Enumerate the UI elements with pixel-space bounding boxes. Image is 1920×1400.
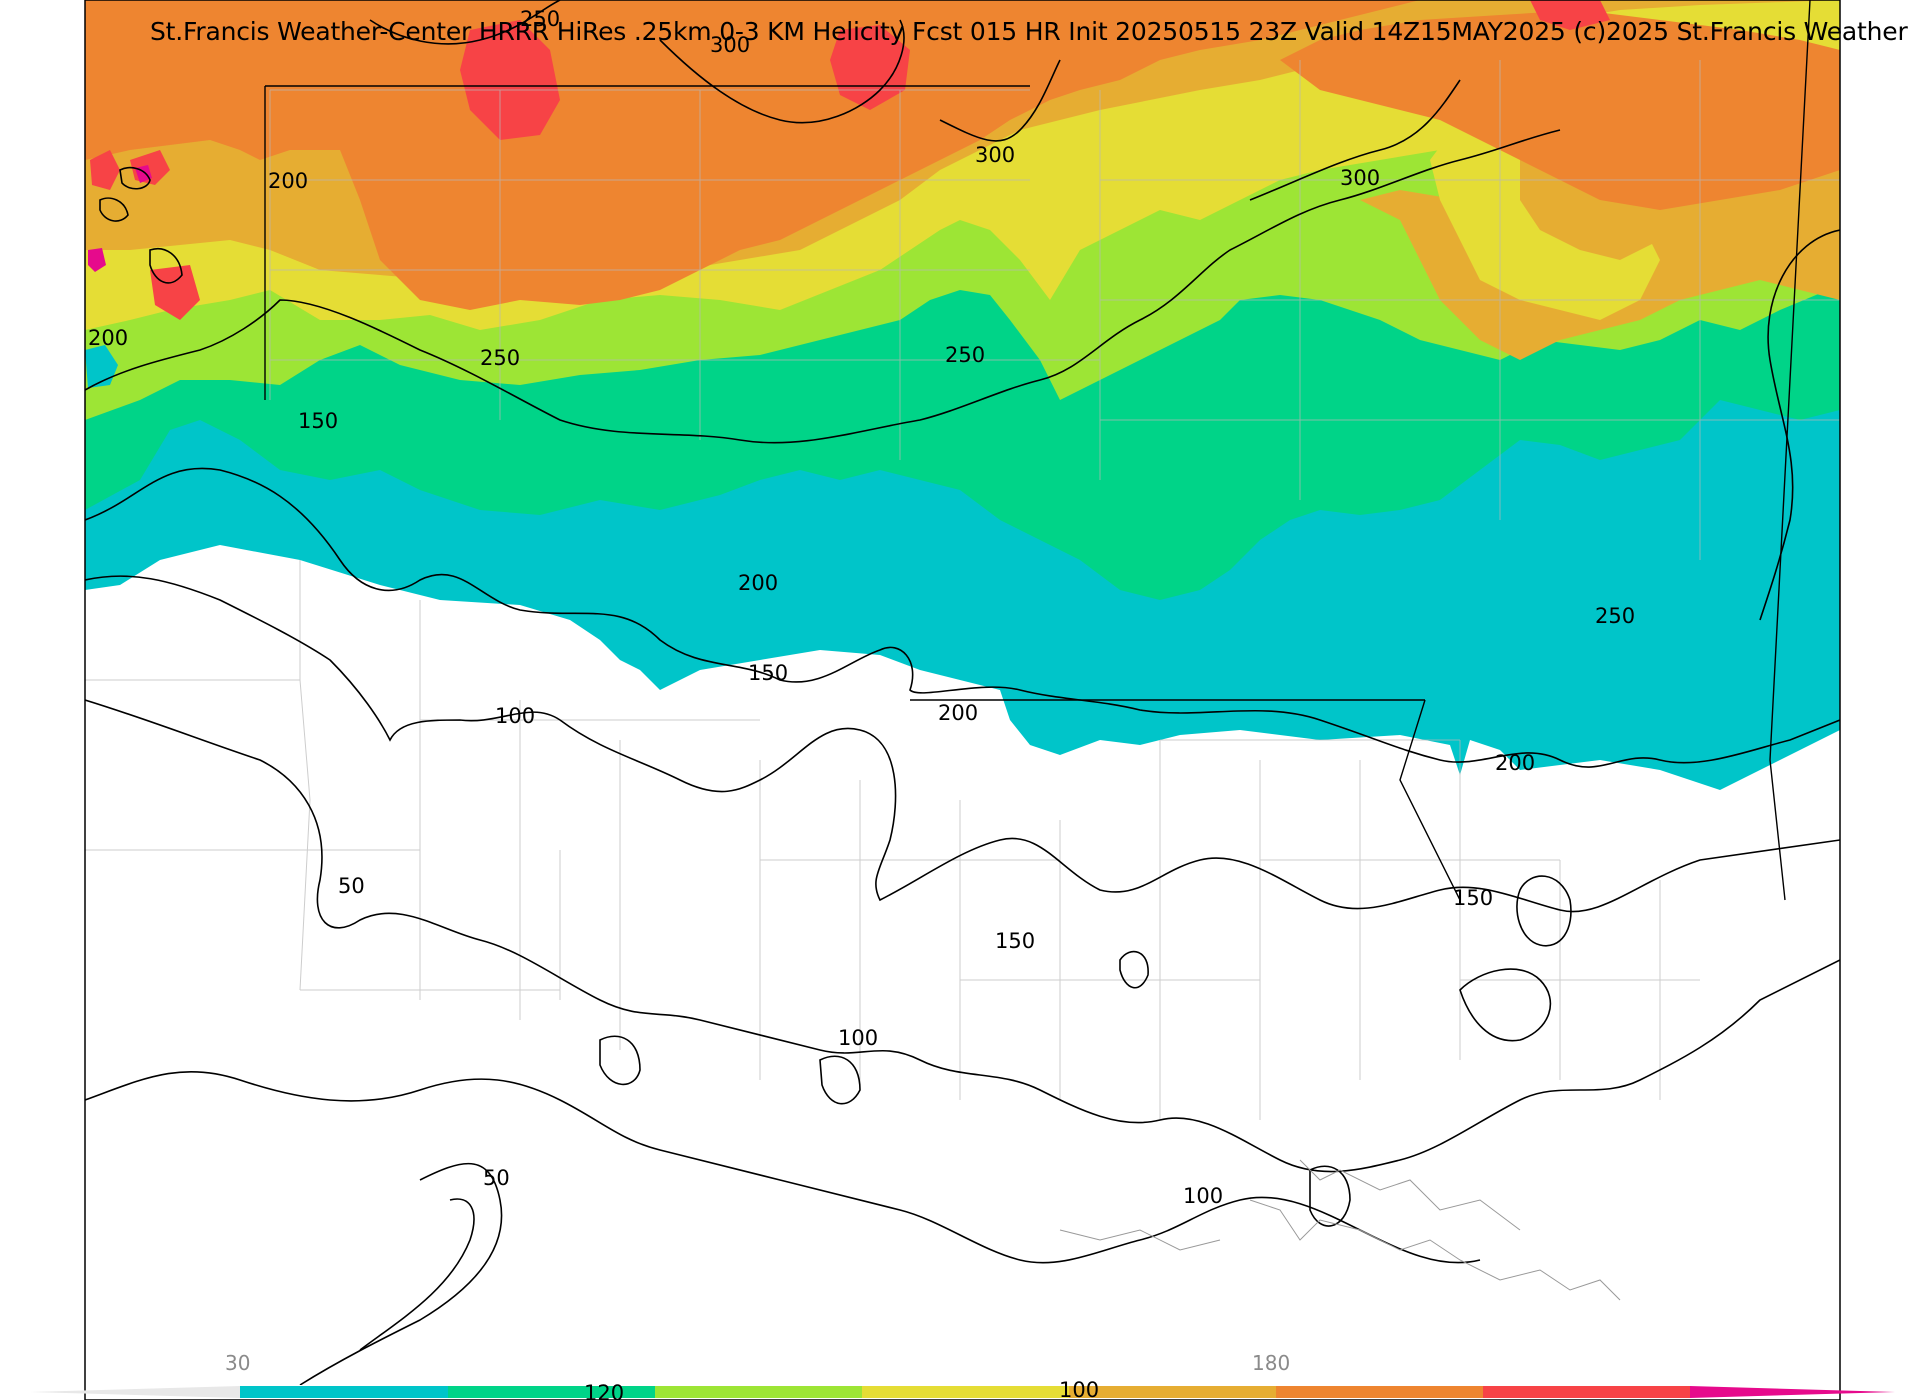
helicity-contours — [85, 0, 1840, 1385]
contour-label: 100 — [838, 1026, 878, 1050]
colorbar-swatch-gold — [1069, 1386, 1276, 1398]
contour-label: 150 — [1453, 886, 1493, 910]
colorbar-swatch-yellow — [862, 1386, 1069, 1398]
contour-labels: 250 300 300 300 200 200 250 250 150 200 … — [88, 7, 1635, 1208]
contour-label: 100 — [495, 704, 535, 728]
contour-label: 300 — [710, 33, 750, 57]
colorbar-right-arrow — [1690, 1386, 1895, 1398]
contour-label: 250 — [1595, 604, 1635, 628]
colorbar-partial-label: 100 — [1059, 1378, 1099, 1400]
contour-label: 300 — [975, 143, 1015, 167]
shade-orange — [85, 0, 1420, 310]
contour-label: 200 — [268, 169, 308, 193]
colorbar-tick-180: 180 — [1252, 1351, 1290, 1375]
county-borders — [85, 60, 1840, 1120]
contour-label: 200 — [938, 701, 978, 725]
contour-label: 150 — [995, 929, 1035, 953]
colorbar-left-arrow — [30, 1386, 240, 1398]
colorbar-swatch-light-green — [655, 1386, 862, 1398]
shade-magenta-1 — [88, 248, 106, 272]
colorbar-swatch-teal-green — [448, 1386, 655, 1398]
contour-label: 150 — [748, 661, 788, 685]
shade-red-6 — [1530, 0, 1610, 30]
colorbar: 30 180 120 100 — [30, 1351, 1895, 1400]
colorbar-swatch-cyan — [240, 1386, 448, 1398]
contour-label: 250 — [520, 7, 560, 31]
state-borders — [264, 0, 1811, 901]
shade-red-5 — [150, 265, 200, 320]
contour-label: 150 — [298, 409, 338, 433]
colorbar-swatch-orange — [1276, 1386, 1483, 1398]
colorbar-swatch-red — [1483, 1386, 1690, 1398]
contour-label: 300 — [1340, 166, 1380, 190]
contour-label: 100 — [1183, 1184, 1223, 1208]
colorbar-partial-label: 120 — [584, 1381, 624, 1400]
shade-red-2 — [830, 25, 910, 110]
map-area: 250 300 300 300 200 200 250 250 150 200 … — [85, 0, 1840, 1385]
shade-red-3 — [90, 150, 120, 190]
contour-label: 200 — [738, 571, 778, 595]
contour-label: 250 — [480, 346, 520, 370]
contour-label: 200 — [1495, 751, 1535, 775]
contour-label: 250 — [945, 343, 985, 367]
colorbar-tick-30: 30 — [225, 1351, 250, 1375]
map-frame — [84, 0, 1841, 1400]
contour-label: 50 — [483, 1166, 510, 1190]
contour-label: 200 — [88, 326, 128, 350]
coastline — [1059, 1159, 1621, 1301]
map-title: St.Francis Weather-Center HRRR HiRes .25… — [150, 17, 1908, 46]
shade-red-1 — [460, 20, 560, 140]
contour-label: 50 — [338, 874, 365, 898]
